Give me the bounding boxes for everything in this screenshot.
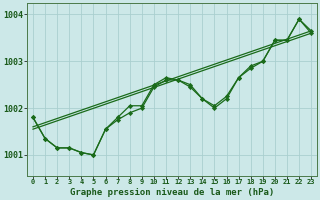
X-axis label: Graphe pression niveau de la mer (hPa): Graphe pression niveau de la mer (hPa): [70, 188, 274, 197]
